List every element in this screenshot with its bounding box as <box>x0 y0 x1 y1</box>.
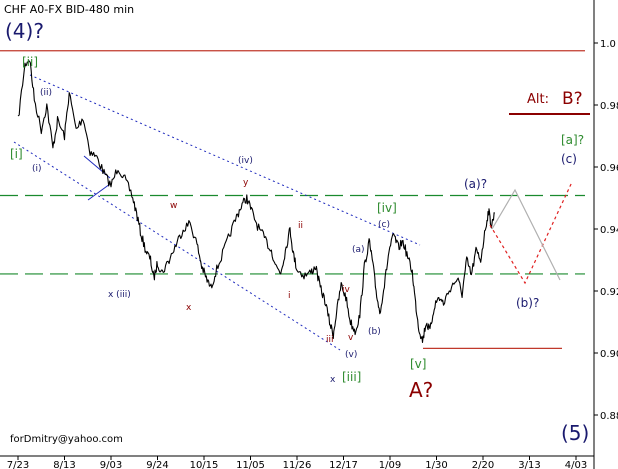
wave-label: [i] <box>10 147 23 161</box>
chart-title: CHF A0-FX BID-480 min <box>4 3 134 16</box>
wave-label: (c) <box>561 152 577 166</box>
wave-label: ii <box>298 221 303 231</box>
wave-label: (b) <box>368 327 381 337</box>
y-tick-label: 1.0 <box>600 39 616 50</box>
wave-label: (iv) <box>238 156 253 166</box>
wave-label: x <box>330 375 336 385</box>
wave-label: i <box>288 291 291 301</box>
x-tick-label: 1/30 <box>425 460 447 469</box>
wave-label: (4)? <box>5 19 44 43</box>
channel-line-upper <box>29 74 421 246</box>
y-tick-label: 0.94 <box>600 225 618 236</box>
wave-label: [v] <box>410 357 426 371</box>
x-tick-label: 4/03 <box>565 460 587 469</box>
x-tick-label: 12/17 <box>329 460 358 469</box>
credit-text: forDmitry@yahoo.com <box>10 434 123 445</box>
wave-label: (i) <box>32 164 42 174</box>
y-tick-label: 0.92 <box>600 287 618 298</box>
x-tick-label: 7/23 <box>7 460 29 469</box>
projection-red-path <box>489 181 573 285</box>
wave-label: [iv] <box>377 201 397 215</box>
x-tick-label: 2/20 <box>472 460 494 469</box>
wave-label: (5) <box>561 421 589 445</box>
wave-label: iii <box>326 335 334 345</box>
y-tick-label: 0.88 <box>600 411 618 422</box>
x-tick-label: 9/03 <box>100 460 122 469</box>
x-tick-label: 10/15 <box>190 460 219 469</box>
wave-label: (c) <box>378 220 390 230</box>
x-tick-label: 9/24 <box>146 460 168 469</box>
wave-label: [ii] <box>22 55 38 69</box>
y-tick-label: 0.90 <box>600 349 618 360</box>
wave-label: v <box>348 333 354 343</box>
wave-label: iv <box>342 285 351 295</box>
wave-label: B? <box>562 89 583 109</box>
x-tick-label: 1/09 <box>379 460 401 469</box>
y-tick-label: 0.96 <box>600 163 618 174</box>
wave-label: w <box>170 201 177 211</box>
wave-label: Alt: <box>527 92 549 107</box>
x-tick-label: 11/05 <box>236 460 265 469</box>
wave-label: x <box>186 303 192 313</box>
wave-label: (a)? <box>464 177 487 191</box>
x-tick-label: 8/13 <box>53 460 75 469</box>
wave-label: (ii) <box>40 88 52 98</box>
wave-label: [a]? <box>561 133 584 147</box>
wave-label: (a) <box>352 245 365 255</box>
wave-label: y <box>243 178 249 188</box>
wave-label: [iii] <box>342 370 361 384</box>
wave-label: (v) <box>345 350 357 360</box>
wedge-line-b <box>87 183 111 201</box>
y-tick-label: 0.98 <box>600 101 618 112</box>
x-tick-label: 3/13 <box>518 460 540 469</box>
projection-gray-path <box>491 188 561 281</box>
x-tick-label: 11/26 <box>283 460 312 469</box>
wave-label: (b)? <box>516 296 539 310</box>
wave-label: x (iii) <box>108 290 131 300</box>
price-series-line <box>17 60 496 344</box>
wave-label: A? <box>409 378 433 402</box>
